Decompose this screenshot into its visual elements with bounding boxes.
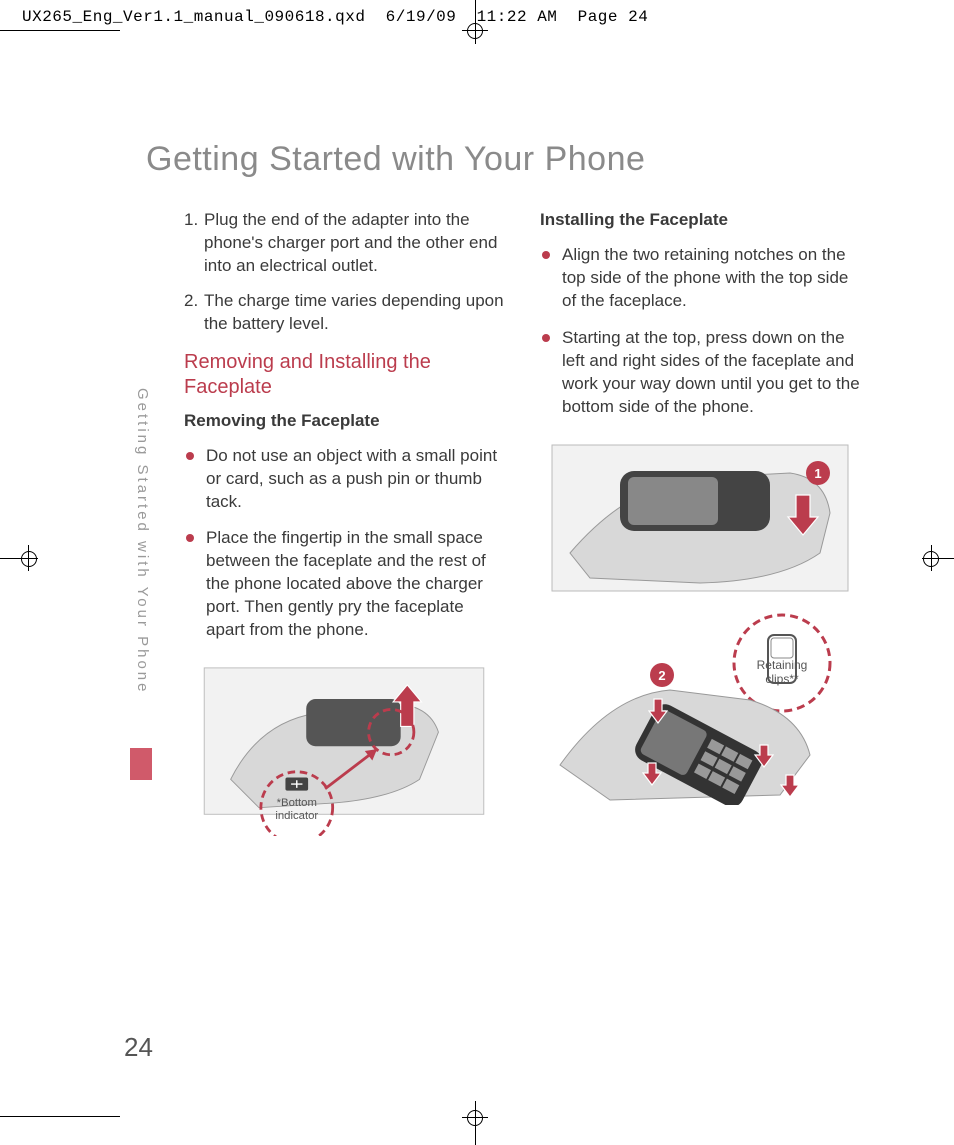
step-text: Plug the end of the adapter into the pho…	[204, 209, 504, 278]
list-item: Starting at the top, press down on the l…	[540, 327, 860, 419]
page-title: Getting Started with Your Phone	[146, 140, 900, 179]
sidebar-accent-block	[130, 748, 152, 780]
list-item: 1. Plug the end of the adapter into the …	[184, 209, 504, 278]
step-badge-2: 2	[658, 668, 665, 683]
faceplate-install-step1-illustration: 1	[550, 443, 850, 593]
slug-date: 6/19/09	[386, 8, 457, 26]
crop-mark	[0, 30, 120, 31]
bullet-text: Place the fingertip in the small space b…	[206, 527, 504, 642]
page-number: 24	[124, 1032, 153, 1063]
crop-mark	[0, 1116, 120, 1117]
faceplate-install-step2-illustration: Retaining clips**	[550, 605, 850, 805]
bullet-text: Starting at the top, press down on the l…	[562, 327, 860, 419]
faceplate-remove-illustration: *Bottom indicator	[194, 666, 494, 836]
bullet-icon	[186, 452, 194, 460]
step-badge-1: 1	[814, 466, 821, 481]
subsection-heading: Installing the Faceplate	[540, 209, 860, 232]
sidebar-running-head: Getting Started with Your Phone	[134, 388, 151, 694]
callout-label: clips**	[765, 672, 799, 686]
step-number: 1.	[184, 209, 204, 278]
list-item: 2. The charge time varies depending upon…	[184, 290, 504, 336]
subsection-heading: Removing the Faceplate	[184, 410, 504, 433]
bullet-text: Do not use an object with a small point …	[206, 445, 504, 514]
step-text: The charge time varies depending upon th…	[204, 290, 504, 336]
page-content: Getting Started with Your Phone Getting …	[100, 100, 900, 843]
bullet-icon	[542, 251, 550, 259]
bullet-icon	[186, 534, 194, 542]
slug-time: 11:22 AM	[477, 8, 558, 26]
slug-filename: UX265_Eng_Ver1.1_manual_090618.qxd	[22, 8, 365, 26]
step-number: 2.	[184, 290, 204, 336]
list-item: Place the fingertip in the small space b…	[184, 527, 504, 642]
list-item: Align the two retaining notches on the t…	[540, 244, 860, 313]
callout-label: Retaining	[757, 658, 808, 672]
section-heading: Removing and Installing the Faceplate	[184, 350, 504, 400]
callout-label: indicator	[275, 810, 318, 822]
slug-page: Page 24	[578, 8, 649, 26]
right-column: Installing the Faceplate Align the two r…	[540, 209, 860, 843]
callout-label: *Bottom	[277, 797, 317, 809]
bullet-text: Align the two retaining notches on the t…	[562, 244, 860, 313]
list-item: Do not use an object with a small point …	[184, 445, 504, 514]
bullet-icon	[542, 334, 550, 342]
left-column: 1. Plug the end of the adapter into the …	[184, 209, 504, 843]
